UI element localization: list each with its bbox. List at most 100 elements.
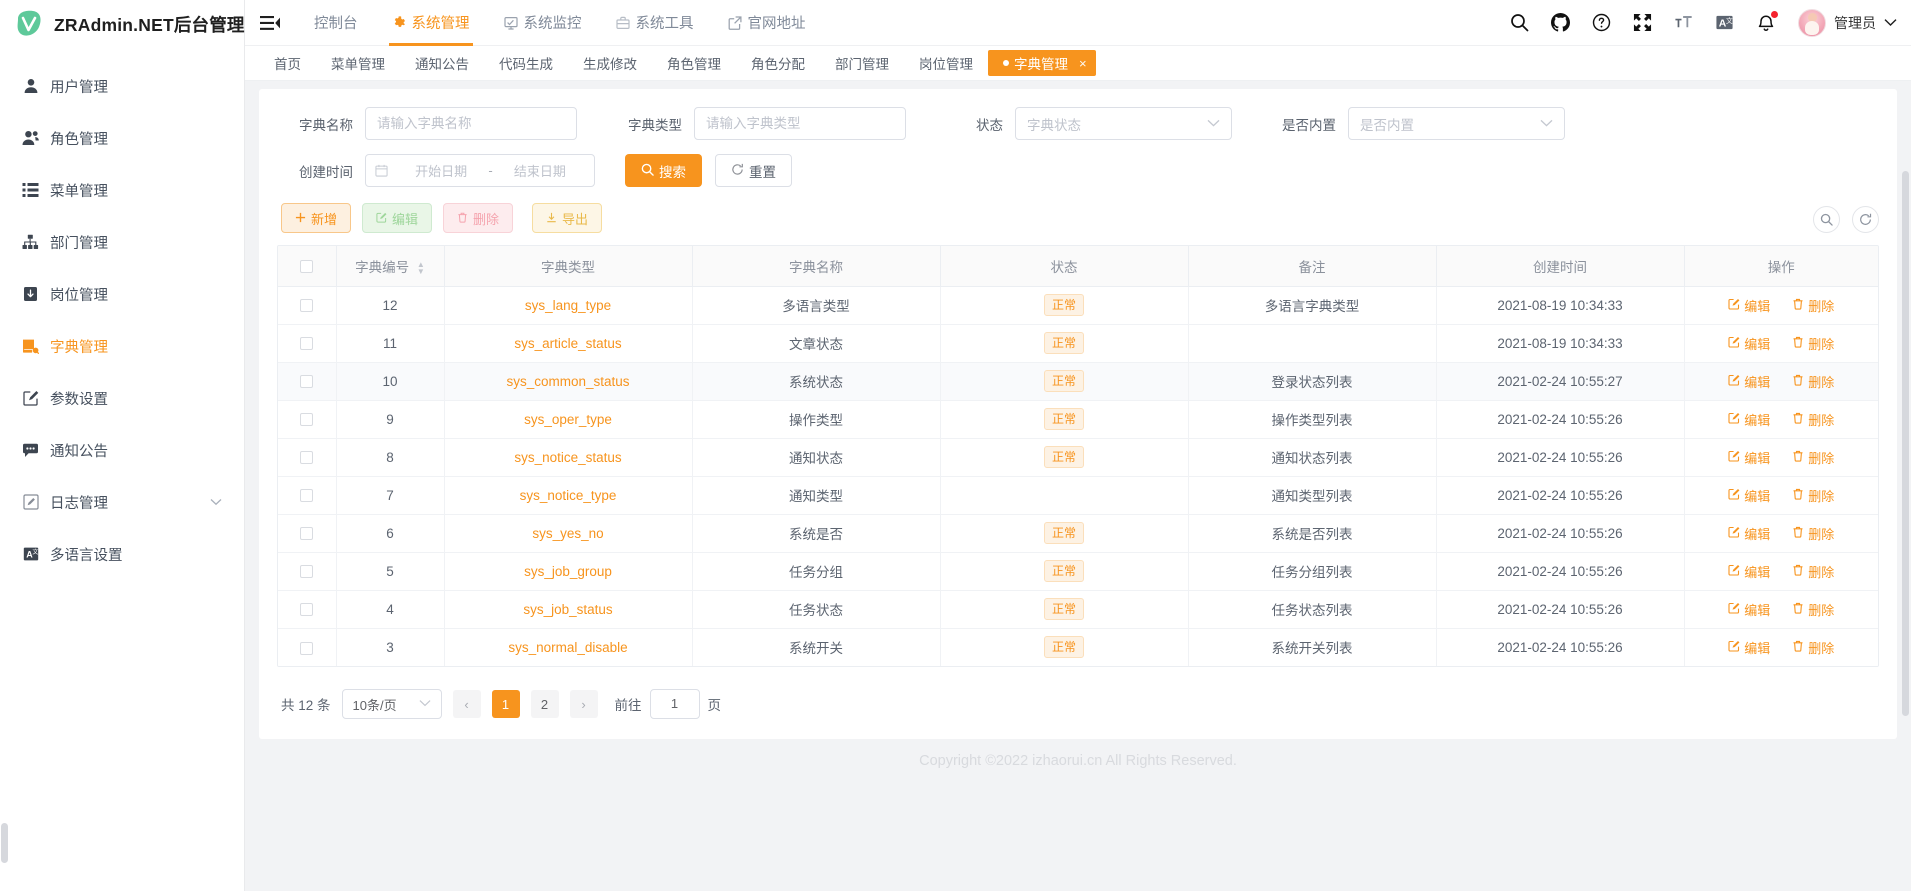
row-edit-button[interactable]: 编辑 (1728, 372, 1770, 391)
sidebar-item-param-settings[interactable]: 参数设置 (0, 372, 244, 424)
row-delete-button[interactable]: 删除 (1792, 638, 1834, 657)
dict-type-link[interactable]: sys_yes_no (532, 525, 604, 541)
dict-type-link[interactable]: sys_oper_type (524, 411, 612, 427)
sidebar-item-dept-management[interactable]: 部门管理 (0, 216, 244, 268)
row-delete-button[interactable]: 删除 (1792, 410, 1834, 429)
content-scroll-thumb[interactable] (1902, 171, 1909, 716)
table-row[interactable]: 12 sys_lang_type 多语言类型 正常 多语言字典类型 2021-08-19 … (278, 286, 1878, 325)
row-checkbox[interactable] (300, 451, 314, 465)
row-edit-button[interactable]: 编辑 (1728, 562, 1770, 581)
table-row[interactable]: 9 sys_oper_type 操作类型 正常 操作类型列表 2021-02-24 10:… (278, 400, 1878, 439)
topnav-item-official-site[interactable]: 官网地址 (711, 0, 823, 46)
row-delete-button[interactable]: 删除 (1792, 600, 1834, 619)
sidebar-item-user-management[interactable]: 用户管理 (0, 60, 244, 112)
table-row[interactable]: 6 sys_yes_no 系统是否 正常 系统是否列表 2021-02-24 10:55:… (278, 514, 1878, 553)
dict-type-link[interactable]: sys_job_group (524, 563, 612, 579)
search-button[interactable]: 搜索 (625, 154, 702, 187)
row-checkbox[interactable] (300, 565, 314, 579)
tab-code-generation[interactable]: 代码生成 (484, 50, 568, 76)
row-checkbox[interactable] (300, 641, 314, 655)
next-page-button[interactable]: › (569, 690, 598, 718)
select-all-checkbox[interactable] (300, 260, 314, 274)
row-edit-button[interactable]: 编辑 (1728, 410, 1770, 429)
sidebar-toggle-icon[interactable] (257, 10, 283, 36)
bell-icon[interactable] (1755, 11, 1778, 33)
table-row[interactable]: 4 sys_job_status 任务状态 正常 任务状态列表 2021-02-24 10… (278, 590, 1878, 629)
prev-page-button[interactable]: ‹ (452, 690, 481, 718)
fullscreen-icon[interactable] (1632, 12, 1653, 33)
table-row[interactable]: 8 sys_notice_status 通知状态 正常 通知状态列表 2021-02-24… (278, 438, 1878, 477)
page-button-1[interactable]: 1 (491, 690, 520, 718)
tab-home[interactable]: 首页 (259, 50, 316, 76)
row-delete-button[interactable]: 删除 (1792, 448, 1834, 467)
row-checkbox[interactable] (300, 489, 314, 503)
tab-post-management[interactable]: 岗位管理 (904, 50, 988, 76)
dict-type-link[interactable]: sys_common_status (506, 373, 630, 389)
column-header-dict-id[interactable]: 字典编号 ▲ ▼ (336, 246, 445, 287)
close-icon[interactable]: × (1079, 55, 1087, 71)
add-button[interactable]: 新增 (281, 203, 352, 233)
topnav-item-console[interactable]: 控制台 (297, 0, 375, 46)
reset-button[interactable]: 重置 (715, 154, 792, 187)
delete-button[interactable]: 删除 (443, 203, 514, 233)
tab-generation-modify[interactable]: 生成修改 (568, 50, 652, 76)
dict-type-input[interactable] (694, 107, 906, 140)
question-circle-icon[interactable] (1591, 12, 1612, 33)
row-checkbox[interactable] (300, 299, 314, 313)
brand-logo[interactable]: ZRAdmin.NET后台管理 (0, 2, 244, 46)
row-delete-button[interactable]: 删除 (1792, 334, 1834, 353)
row-edit-button[interactable]: 编辑 (1728, 600, 1770, 619)
dict-name-input[interactable] (365, 107, 577, 140)
dict-type-link[interactable]: sys_notice_type (519, 487, 617, 503)
content-scrollbar[interactable] (1902, 171, 1909, 731)
sidebar-item-log-management[interactable]: 日志管理 (0, 476, 244, 528)
topnav-item-system-monitor[interactable]: 系统监控 (487, 0, 599, 46)
table-row[interactable]: 5 sys_job_group 任务分组 正常 任务分组列表 2021-02-24 10:… (278, 552, 1878, 591)
table-row[interactable]: 3 sys_normal_disable 系统开关 正常 系统开关列表 2021-02-2… (278, 628, 1878, 666)
dict-type-link[interactable]: sys_lang_type (524, 297, 612, 313)
status-select[interactable]: 字典状态 (1015, 107, 1232, 140)
is-builtin-select[interactable]: 是否内置 (1348, 107, 1565, 140)
row-edit-button[interactable]: 编辑 (1728, 486, 1770, 505)
row-delete-button[interactable]: 删除 (1792, 524, 1834, 543)
user-menu[interactable]: 管理员 (1798, 8, 1897, 37)
row-delete-button[interactable]: 删除 (1792, 486, 1834, 505)
table-row[interactable]: 11 sys_article_status 文章状态 正常 2021-08-19 10:… (278, 324, 1878, 363)
dict-type-link[interactable]: sys_normal_disable (508, 639, 628, 655)
sidebar-item-notice[interactable]: 通知公告 (0, 424, 244, 476)
github-icon[interactable] (1550, 12, 1571, 33)
tab-role-management[interactable]: 角色管理 (652, 50, 736, 76)
row-checkbox[interactable] (300, 527, 314, 541)
row-edit-button[interactable]: 编辑 (1728, 296, 1770, 315)
row-checkbox[interactable] (300, 375, 314, 389)
tab-menu-management[interactable]: 菜单管理 (316, 50, 400, 76)
dict-type-link[interactable]: sys_article_status (514, 335, 622, 351)
sort-icon[interactable]: ▲ ▼ (416, 260, 425, 277)
row-checkbox[interactable] (300, 603, 314, 617)
row-checkbox[interactable] (300, 413, 314, 427)
sidebar-scrollbar[interactable] (1, 823, 8, 863)
sidebar-item-menu-management[interactable]: 菜单管理 (0, 164, 244, 216)
sidebar-item-post-management[interactable]: 岗位管理 (0, 268, 244, 320)
page-button-2[interactable]: 2 (530, 690, 559, 718)
topnav-item-system-tools[interactable]: 系统工具 (599, 0, 711, 46)
refresh-icon[interactable] (1852, 206, 1879, 233)
row-edit-button[interactable]: 编辑 (1728, 524, 1770, 543)
row-edit-button[interactable]: 编辑 (1728, 334, 1770, 353)
row-edit-button[interactable]: 编辑 (1728, 638, 1770, 657)
tab-dept-management[interactable]: 部门管理 (820, 50, 904, 76)
search-icon[interactable] (1509, 12, 1530, 33)
row-checkbox[interactable] (300, 337, 314, 351)
row-edit-button[interactable]: 编辑 (1728, 448, 1770, 467)
font-size-icon[interactable] (1673, 12, 1694, 33)
tab-role-assignment[interactable]: 角色分配 (736, 50, 820, 76)
page-size-select[interactable]: 10条/页 (341, 689, 442, 719)
tab-notice[interactable]: 通知公告 (400, 50, 484, 76)
dict-type-link[interactable]: sys_notice_status (514, 449, 622, 465)
tab-dict-management[interactable]: 字典管理 × (988, 50, 1096, 76)
edit-button[interactable]: 编辑 (362, 203, 433, 233)
row-delete-button[interactable]: 删除 (1792, 372, 1834, 391)
row-delete-button[interactable]: 删除 (1792, 562, 1834, 581)
